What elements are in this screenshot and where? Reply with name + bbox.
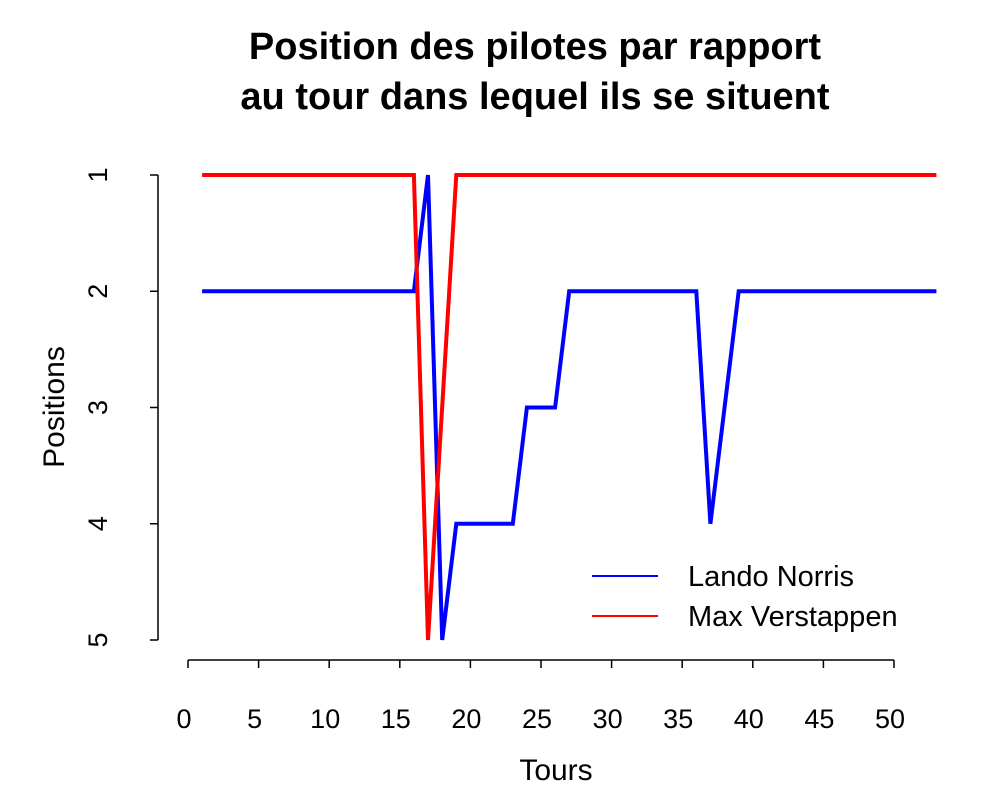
y-tick-label: 3: [83, 400, 113, 415]
x-axis: 0 5 10 15 20 25 30 35 40 45 50: [176, 659, 905, 734]
x-tick-label: 50: [875, 704, 905, 734]
y-axis-label: Positions: [38, 346, 71, 468]
x-tick-label: 20: [451, 704, 481, 734]
x-tick-label: 0: [176, 704, 191, 734]
chart-title: Position des pilotes par rapport au tour…: [150, 22, 920, 122]
x-tick-label: 30: [593, 704, 623, 734]
legend: Lando Norris Max Verstappen: [592, 561, 898, 633]
series-line-1: [202, 174, 937, 641]
x-tick-label: 35: [663, 704, 693, 734]
y-tick-label: 2: [83, 284, 113, 299]
y-tick-label: 4: [83, 516, 113, 531]
chart-title-line-2: au tour dans lequel ils se situent: [240, 76, 830, 118]
x-tick-label: 25: [522, 704, 552, 734]
x-tick-label: 10: [310, 704, 340, 734]
series-layer: [202, 173, 937, 641]
x-tick-label: 45: [804, 704, 834, 734]
legend-label: Max Verstappen: [688, 601, 898, 633]
y-axis: 1 2 3 4 5: [83, 167, 159, 648]
chart-title-line-1: Position des pilotes par rapport: [248, 26, 822, 68]
x-tick-label: 15: [381, 704, 411, 734]
legend-label: Lando Norris: [688, 561, 854, 593]
series-line-2: [202, 173, 937, 641]
x-tick-label: 40: [734, 704, 764, 734]
y-tick-label: 5: [83, 632, 113, 647]
x-tick-label: 5: [247, 704, 262, 734]
x-axis-label: Tours: [519, 754, 592, 787]
y-tick-label: 1: [83, 167, 113, 182]
